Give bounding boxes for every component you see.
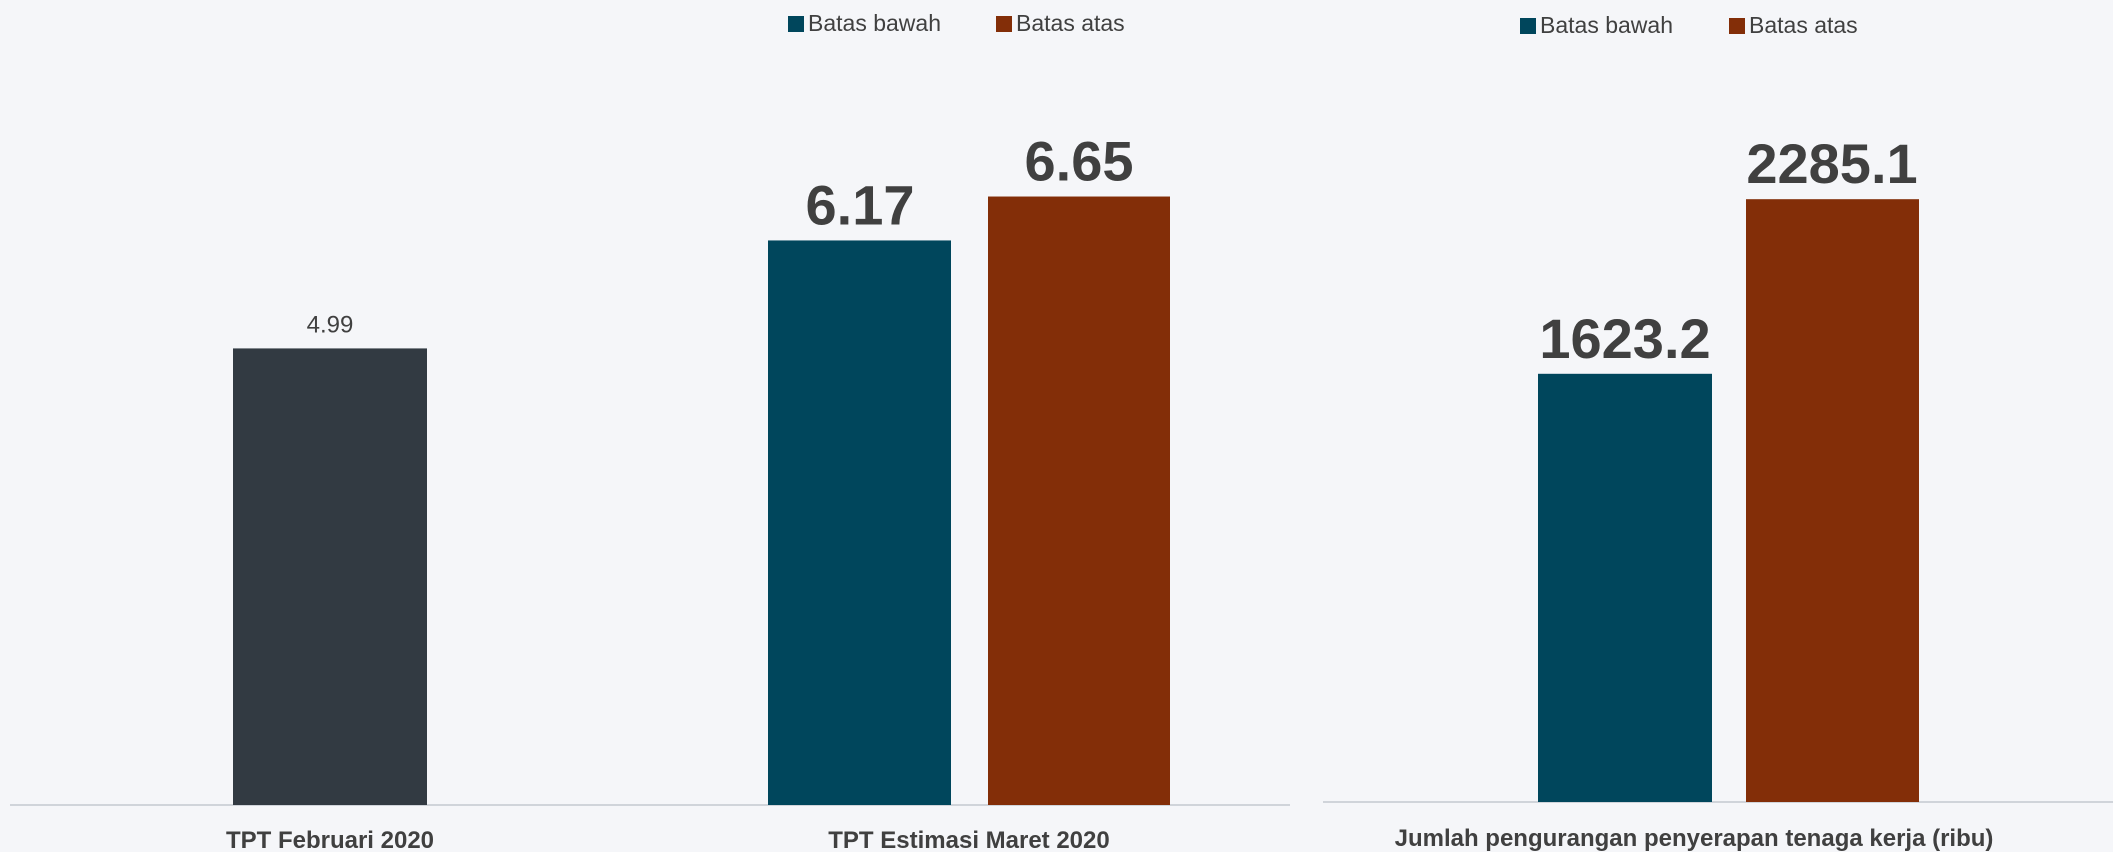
category-label-jumlah: Jumlah pengurangan penyerapan tenaga ker…: [1395, 825, 1994, 852]
bar-jumlah-batas-atas: [1746, 199, 1919, 802]
legend-label-upper: Batas atas: [1016, 10, 1125, 36]
panel-tpt: Batas bawah Batas atas 4.99 6.17 6.65 TP…: [10, 10, 1290, 852]
legend-swatch-upper: [996, 16, 1012, 32]
bar-tpt-maret-batas-atas: [988, 196, 1170, 805]
legend-label-lower-right: Batas bawah: [1540, 12, 1673, 38]
value-label-tpt-februari: 4.99: [307, 311, 354, 338]
legend-swatch-lower: [788, 16, 804, 32]
legend-swatch-upper-right: [1729, 18, 1745, 34]
value-label-tpt-maret-batas-bawah: 6.17: [806, 173, 915, 236]
bar-tpt-februari: [233, 348, 427, 805]
bar-jumlah-batas-bawah: [1538, 373, 1712, 802]
panel-penyerapan: Batas bawah Batas atas 1623.2 2285.1 Jum…: [1323, 12, 2113, 852]
legend-swatch-lower-right: [1520, 18, 1536, 34]
legend-label-upper-right: Batas atas: [1749, 12, 1858, 38]
bar-tpt-maret-batas-bawah: [768, 240, 951, 805]
category-label-tpt-maret: TPT Estimasi Maret 2020: [828, 827, 1109, 852]
legend-label-lower: Batas bawah: [808, 10, 941, 36]
value-label-jumlah-batas-atas: 2285.1: [1746, 132, 1917, 195]
value-label-jumlah-batas-bawah: 1623.2: [1539, 307, 1710, 370]
category-label-tpt-februari: TPT Februari 2020: [226, 827, 434, 852]
value-label-tpt-maret-batas-atas: 6.65: [1025, 130, 1134, 193]
